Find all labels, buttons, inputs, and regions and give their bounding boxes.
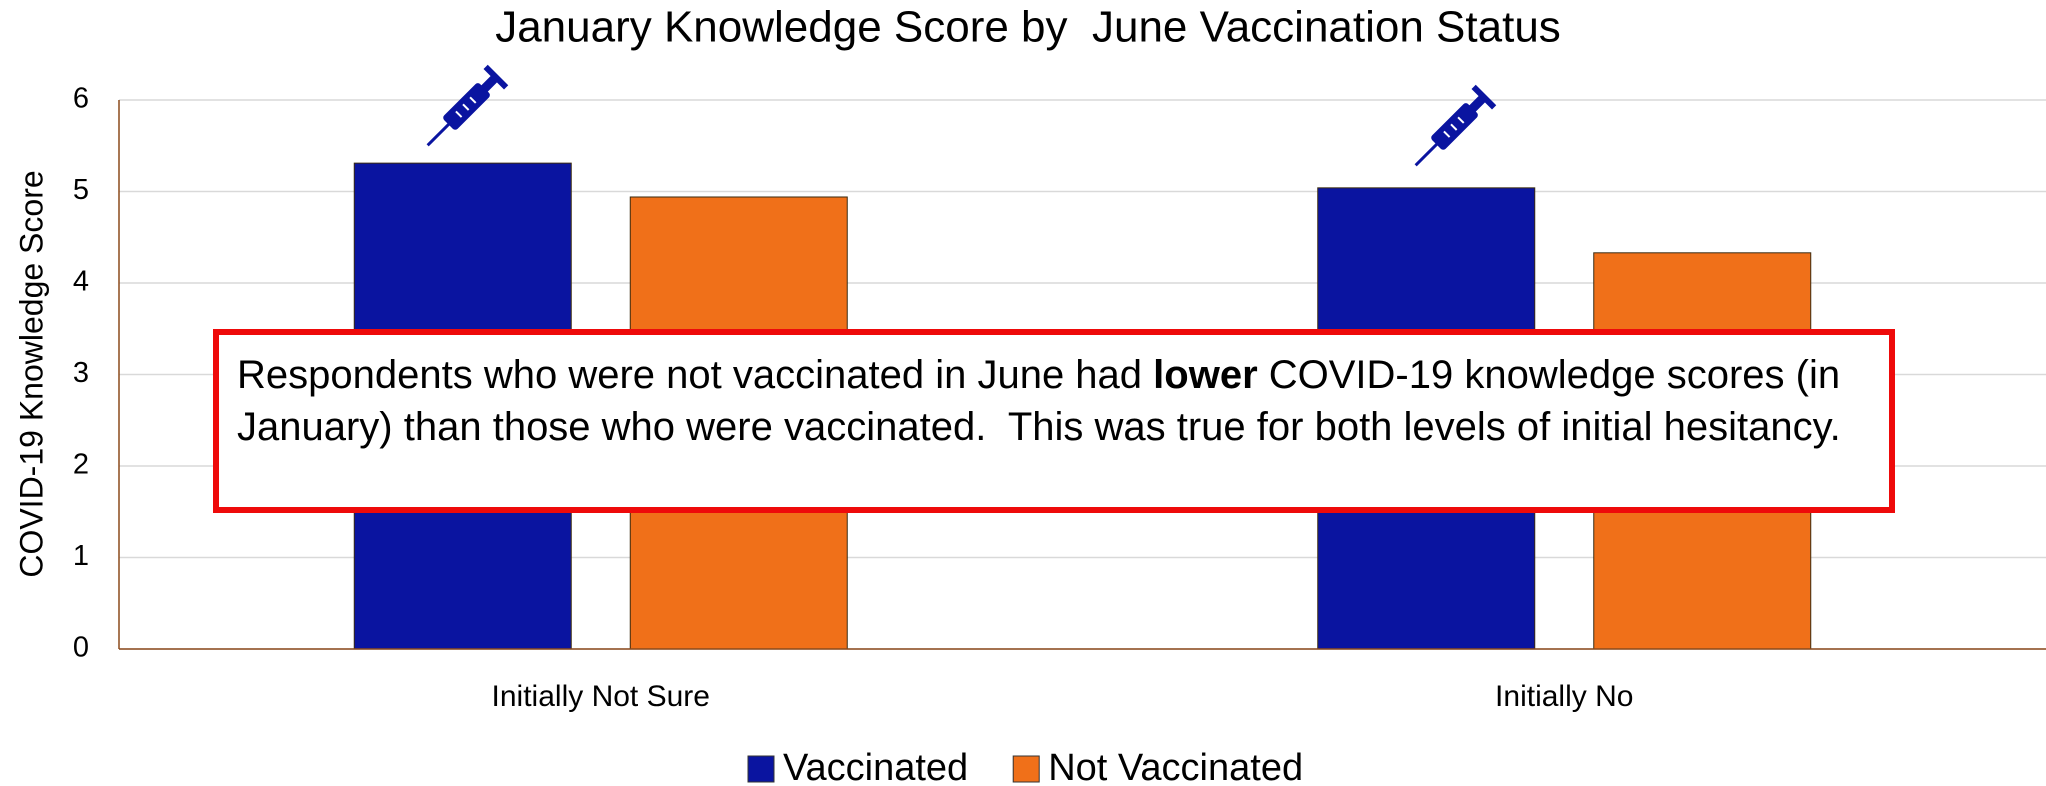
annotation-box: Respondents who were not vaccinated in J… (213, 329, 1895, 513)
syringe-icon (426, 64, 509, 147)
chart-title: January Knowledge Score by June Vaccinat… (495, 3, 1561, 52)
y-tick-label: 4 (73, 266, 89, 298)
legend-label: Vaccinated (783, 747, 968, 786)
y-tick-label: 6 (73, 83, 89, 115)
y-axis-label: COVID-19 Knowledge Score (13, 170, 49, 577)
annotation-bold: lower (1153, 353, 1258, 397)
annotation-text: Respondents who were not vaccinated in J… (237, 353, 1154, 397)
y-tick-label: 3 (73, 357, 89, 389)
y-tick-label: 5 (73, 174, 89, 206)
syringe-icon (1414, 84, 1497, 167)
y-tick-label: 2 (73, 449, 89, 481)
annotation-text: COVID-19 knowledge scores (in January) t… (237, 353, 1852, 449)
x-tick-label: Initially No (1495, 680, 1633, 713)
legend-label: Not Vaccinated (1048, 747, 1303, 786)
y-tick-label: 0 (73, 632, 89, 664)
x-tick-label: Initially Not Sure (492, 680, 710, 713)
legend-swatch (747, 755, 775, 783)
legend-swatch (1012, 755, 1040, 783)
y-tick-label: 1 (73, 540, 89, 572)
